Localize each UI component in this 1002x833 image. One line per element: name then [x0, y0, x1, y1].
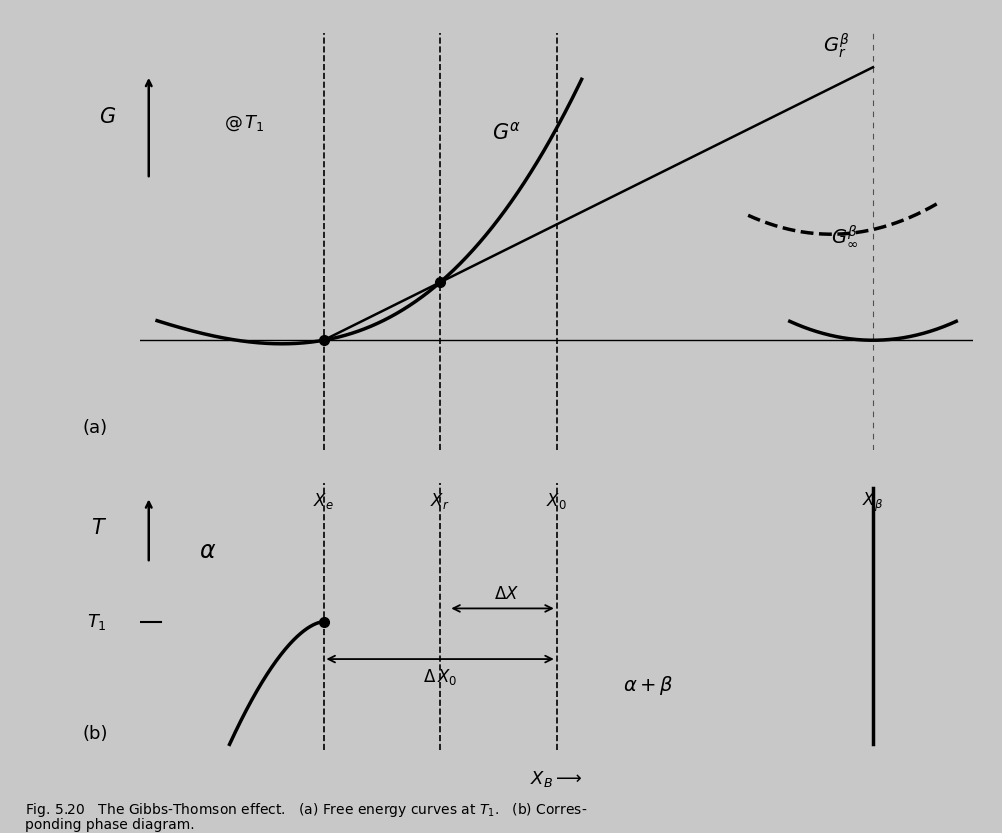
- Text: $X_0$: $X_0$: [546, 491, 566, 511]
- Text: (b): (b): [82, 725, 107, 743]
- Text: $\Delta X$: $\Delta X$: [494, 585, 519, 603]
- Text: $X_{\beta}$: $X_{\beta}$: [862, 491, 883, 514]
- Text: $G$: $G$: [98, 107, 115, 127]
- Text: $G_{\infty}^{\beta}$: $G_{\infty}^{\beta}$: [831, 223, 858, 247]
- Text: $X_r$: $X_r$: [430, 491, 450, 511]
- Text: ponding phase diagram.: ponding phase diagram.: [25, 818, 194, 832]
- Text: $\alpha$: $\alpha$: [198, 539, 215, 563]
- Text: $G^{\alpha}$: $G^{\alpha}$: [492, 122, 521, 143]
- Text: $X_B \longrightarrow$: $X_B \longrightarrow$: [530, 769, 582, 789]
- Text: $T_1$: $T_1$: [87, 611, 107, 631]
- Text: (a): (a): [82, 419, 107, 437]
- Text: $X_e$: $X_e$: [313, 491, 334, 511]
- Text: $\alpha + \beta$: $\alpha + \beta$: [622, 674, 673, 697]
- Text: Fig. 5.20   The Gibbs-Thomson effect.   (a) Free energy curves at $T_1$.   (b) C: Fig. 5.20 The Gibbs-Thomson effect. (a) …: [25, 801, 587, 820]
- Text: $\Delta\,X_0$: $\Delta\,X_0$: [423, 667, 457, 687]
- Text: $@\,T_1$: $@\,T_1$: [223, 114, 265, 133]
- Text: $G_r^{\beta}$: $G_r^{\beta}$: [823, 32, 849, 60]
- Text: $T$: $T$: [90, 518, 107, 538]
